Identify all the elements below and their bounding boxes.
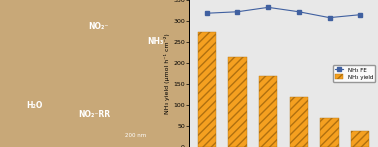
Y-axis label: NH₃ yield (μmol h⁻¹ cm⁻²): NH₃ yield (μmol h⁻¹ cm⁻²) [164,33,170,114]
Bar [228,57,247,147]
Text: NH₃: NH₃ [147,37,163,46]
Text: NO₂⁻: NO₂⁻ [88,22,108,31]
Text: NO₂⁻RR: NO₂⁻RR [79,110,110,119]
Text: H₂O: H₂O [26,101,42,110]
Legend: NH₃ FE, NH₃ yield: NH₃ FE, NH₃ yield [333,65,375,82]
Bar [290,97,308,147]
Bar [198,31,216,147]
Bar [259,76,277,147]
Bar [351,131,369,147]
Text: 200 nm: 200 nm [125,133,147,138]
Bar [320,118,339,147]
